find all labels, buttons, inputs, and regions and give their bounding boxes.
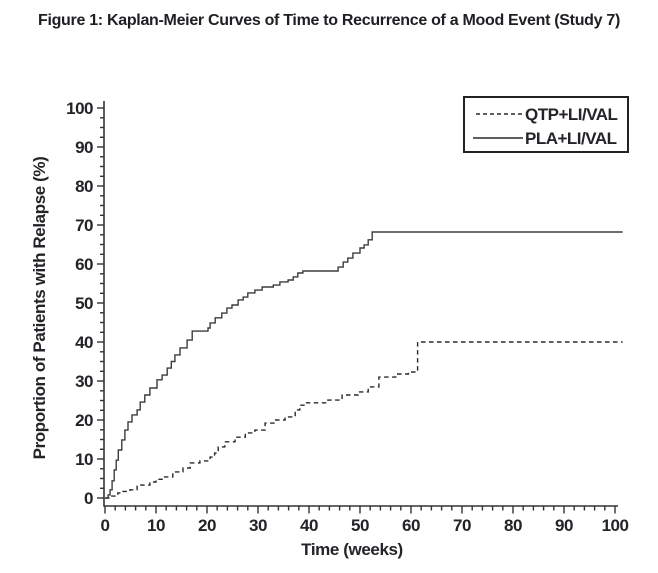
- x-tick-label: 40: [300, 516, 318, 535]
- legend-box: [463, 96, 629, 153]
- legend-label-qtp: QTP+LI/VAL: [525, 105, 618, 124]
- y-tick-label: 10: [75, 450, 93, 469]
- km-curves: [105, 231, 623, 499]
- legend-label-pla: PLA+LI/VAL: [525, 129, 617, 148]
- x-tick-label: 50: [351, 516, 369, 535]
- axis-lines: [103, 101, 618, 507]
- km-curve-pla-li-val: [105, 231, 623, 499]
- x-tick-label: 60: [402, 516, 420, 535]
- x-tick-label: 80: [504, 516, 522, 535]
- x-axis-title: Time (weeks): [301, 540, 403, 559]
- x-tick-label: 0: [101, 516, 110, 535]
- x-tick-label: 90: [555, 516, 573, 535]
- y-tick-label: 40: [75, 333, 93, 352]
- x-tick-label: 20: [198, 516, 216, 535]
- y-tick-label: 50: [75, 294, 93, 313]
- legend: QTP+LI/VAL PLA+LI/VAL: [463, 96, 629, 153]
- y-tick-label: 100: [66, 99, 93, 118]
- y-tick-label: 70: [75, 216, 93, 235]
- y-tick-label: 80: [75, 177, 93, 196]
- y-axis-title: Proportion of Patients with Relapse (%): [30, 157, 49, 460]
- x-tick-label: 10: [147, 516, 165, 535]
- x-tick-label: 70: [453, 516, 471, 535]
- y-tick-label: 30: [75, 372, 93, 391]
- y-tick-label: 20: [75, 411, 93, 430]
- x-tick-label: 100: [602, 516, 629, 535]
- axes: 0 10 20 30 40 50 60 70 80 90 100 0 10 20 30 40 50 60 70 80 9…: [66, 99, 629, 535]
- y-tick-label: 90: [75, 138, 93, 157]
- x-tick-label: 30: [249, 516, 267, 535]
- y-tick-label: 0: [84, 489, 93, 508]
- y-tick-label: 60: [75, 255, 93, 274]
- figure-title: Figure 1: Kaplan-Meier Curves of Time to…: [37, 12, 621, 29]
- km-curve-qtp-li-val: [105, 341, 623, 499]
